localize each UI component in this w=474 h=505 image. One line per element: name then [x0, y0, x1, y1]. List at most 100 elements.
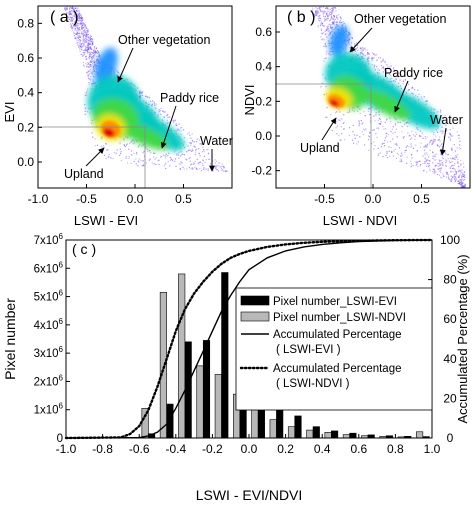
- density-point-a: [82, 61, 85, 63]
- density-point-a: [209, 163, 212, 165]
- density-point-b: [383, 145, 385, 147]
- density-point-b: [454, 163, 456, 165]
- density-point-b: [410, 143, 412, 145]
- density-point-b: [447, 153, 449, 156]
- density-point-b: [435, 159, 437, 161]
- density-point-b: [439, 169, 441, 171]
- density-point-a: [128, 148, 130, 150]
- density-point-b: [451, 165, 453, 167]
- density-point-a: [92, 136, 94, 138]
- density-point-a: [83, 64, 85, 66]
- density-point-b: [438, 170, 440, 172]
- density-point-a: [217, 165, 219, 167]
- density-point-a: [89, 69, 92, 71]
- density-point-a: [221, 169, 223, 171]
- density-point-b: [327, 8, 330, 10]
- density-point-b: [439, 164, 441, 166]
- density-point-a: [84, 104, 86, 106]
- density-point-b: [454, 173, 456, 175]
- y-tick-label-c: 3x106: [34, 345, 64, 360]
- density-point-b: [420, 163, 422, 166]
- density-point-a: [188, 157, 190, 159]
- density-point-a: [93, 68, 95, 70]
- density-point-b: [372, 129, 374, 131]
- density-point-b: [448, 160, 450, 162]
- density-point-a: [85, 47, 87, 49]
- density-point-b: [347, 42, 349, 44]
- density-point-b: [332, 7, 334, 9]
- density-point-b: [376, 66, 378, 68]
- density-point-b: [432, 157, 434, 159]
- density-point-b: [408, 146, 410, 148]
- y2-tick-label-c: 100: [440, 233, 460, 247]
- density-point-a: [87, 73, 89, 75]
- density-point-b: [347, 40, 350, 43]
- density-point-b: [318, 20, 320, 22]
- density-point-b: [450, 179, 452, 181]
- density-point-b: [438, 138, 440, 141]
- density-point-a: [85, 38, 87, 40]
- density-point-a: [92, 54, 95, 56]
- density-point-a: [160, 156, 162, 158]
- density-point-a: [189, 142, 192, 144]
- density-point-b: [381, 67, 383, 69]
- density-point-a: [221, 169, 223, 171]
- density-point-a: [64, 7, 66, 9]
- density-point-a: [194, 154, 196, 156]
- density-point-a: [82, 19, 84, 21]
- density-point-b: [450, 175, 452, 177]
- tick-marks-a: -1.0 -0.5 0.0 0.50.00.20.40.60.8: [17, 16, 192, 206]
- density-point-a: [81, 19, 83, 21]
- density-point-a: [92, 52, 94, 54]
- density-point-a: [76, 15, 78, 17]
- density-point-b: [455, 171, 457, 173]
- density-point-a: [198, 163, 200, 165]
- density-point-a: [79, 39, 81, 41]
- density-point-b: [377, 57, 380, 59]
- density-point-b: [313, 16, 315, 18]
- density-point-a: [84, 42, 86, 44]
- density-point-b: [349, 36, 352, 38]
- density-point-b: [342, 23, 344, 26]
- density-point-b: [430, 139, 432, 141]
- y2-tick-label-c: 60: [443, 312, 457, 326]
- density-point-b: [333, 14, 335, 17]
- density-point-a: [86, 72, 88, 74]
- density-point-b: [398, 76, 400, 78]
- density-point-b: [328, 45, 330, 47]
- y2-tick-label-c: 20: [443, 391, 457, 405]
- density-point-a: [154, 158, 156, 160]
- density-point-b: [316, 10, 318, 12]
- density-point-a: [141, 91, 143, 94]
- density-point-b: [443, 175, 445, 177]
- density-point-b: [339, 20, 341, 22]
- density-point-b: [339, 111, 341, 113]
- density-point-b: [386, 132, 388, 134]
- density-point-b: [319, 17, 322, 19]
- density-point-a: [163, 149, 165, 151]
- density-point-a: [119, 154, 121, 156]
- density-point-b: [424, 146, 426, 148]
- density-point-b: [326, 7, 328, 9]
- density-point-a: [75, 10, 78, 12]
- density-point-b: [444, 114, 446, 117]
- density-point-a: [76, 21, 78, 23]
- density-point-b: [364, 115, 366, 117]
- density-point-a: [158, 159, 160, 161]
- density-point-b: [421, 132, 423, 134]
- density-point-a: [86, 66, 88, 68]
- density-point-b: [362, 134, 365, 136]
- density-point-b: [335, 10, 337, 12]
- density-point-b: [439, 150, 441, 152]
- density-point-b: [316, 11, 318, 14]
- density-core-b: [327, 94, 345, 108]
- density-point-a: [125, 156, 127, 158]
- density-point-b: [323, 45, 325, 47]
- density-point-a: [95, 52, 97, 54]
- density-point-a: [88, 42, 90, 44]
- density-point-b: [451, 176, 453, 178]
- density-point-a: [175, 124, 177, 126]
- density-point-b: [368, 135, 370, 137]
- density-point-b: [426, 146, 428, 148]
- density-point-b: [354, 43, 356, 45]
